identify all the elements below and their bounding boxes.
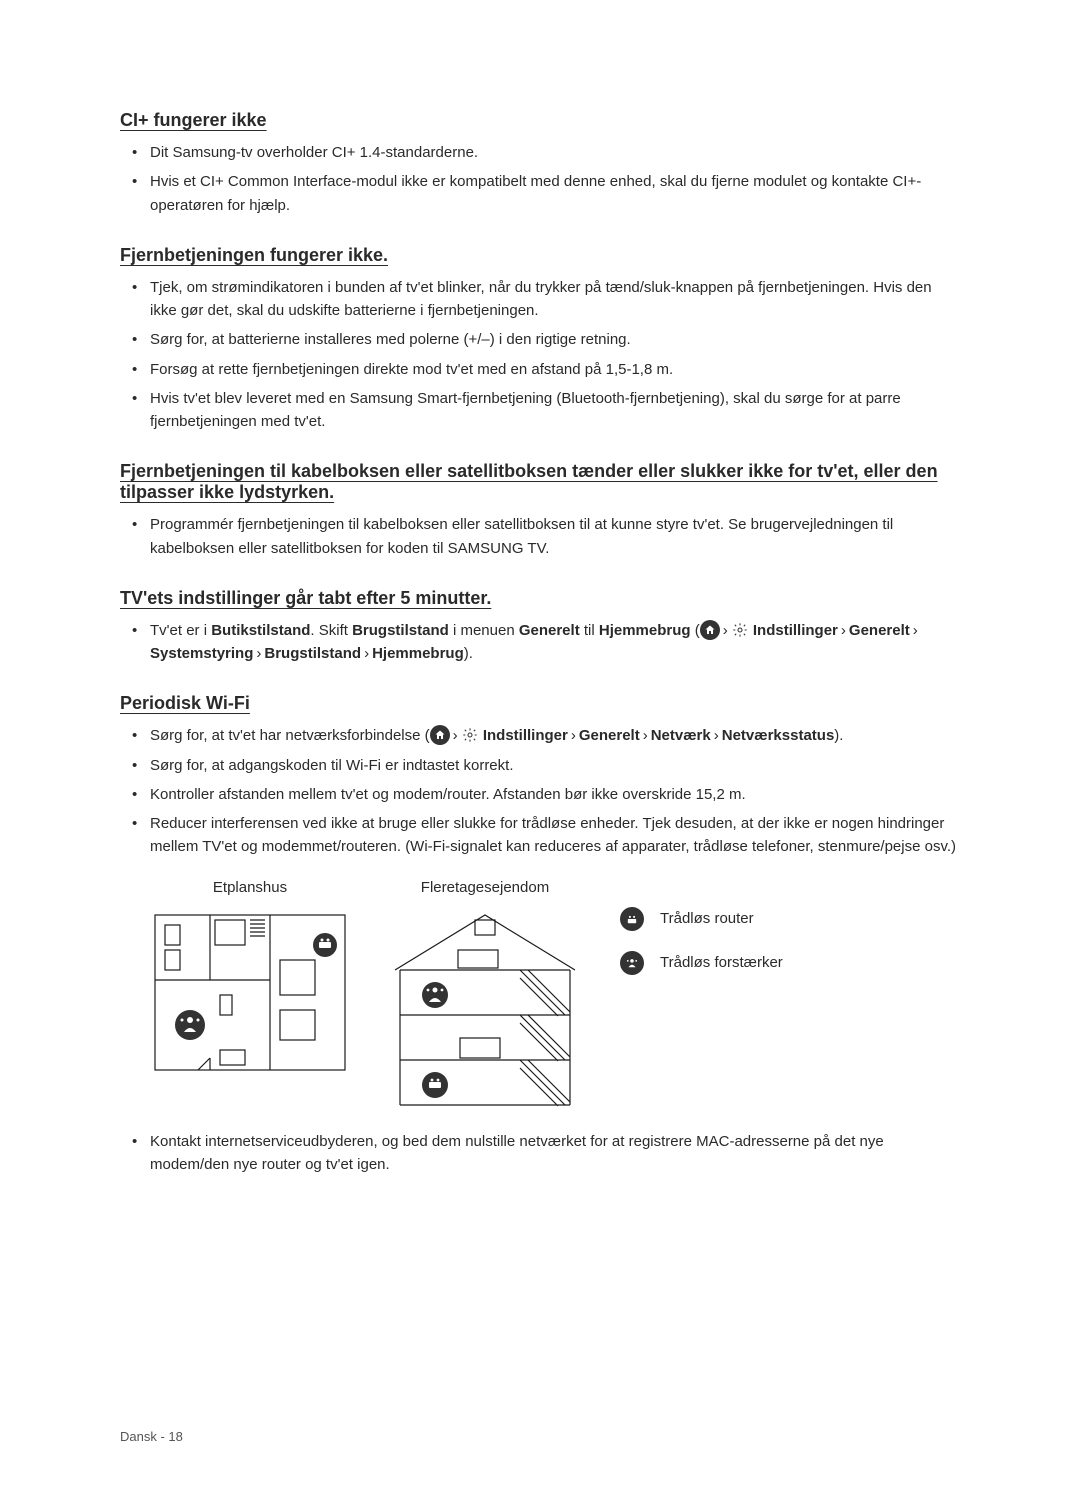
heading-ci: CI+ fungerer ikke (120, 110, 960, 131)
bold-text: Generelt (849, 622, 910, 639)
section-settings: TV'ets indstillinger går tabt efter 5 mi… (120, 588, 960, 666)
list-cablebox: Programmér fjernbetjeningen til kabelbok… (120, 513, 960, 560)
bold-text: Netværk (651, 727, 711, 744)
chevron-icon: › (910, 619, 921, 642)
chevron-icon: › (640, 724, 651, 747)
home-icon (700, 620, 720, 640)
bold-text: Systemstyring (150, 645, 253, 662)
list-item: Hvis et CI+ Common Interface-modul ikke … (140, 170, 960, 217)
list-ci: Dit Samsung-tv overholder CI+ 1.4-standa… (120, 141, 960, 217)
list-item: Forsøg at rette fjernbetjeningen direkte… (140, 358, 960, 381)
bold-text: Brugstilstand (352, 622, 449, 639)
bold-text: Hjemmebrug (599, 622, 691, 639)
list-item: Tv'et er i Butikstilstand. Skift Brugsti… (140, 619, 960, 666)
chevron-icon: › (253, 642, 264, 665)
list-item: Kontroller afstanden mellem tv'et og mod… (140, 783, 960, 806)
list-item: Dit Samsung-tv overholder CI+ 1.4-standa… (140, 141, 960, 164)
gear-icon (461, 726, 479, 744)
bold-text: Hjemmebrug (372, 645, 464, 662)
gear-icon (731, 621, 749, 639)
legend-label: Trådløs router (660, 910, 754, 927)
list-item: Sørg for, at batterierne installeres med… (140, 328, 960, 351)
list-item: Kontakt internetserviceudbyderen, og bed… (140, 1130, 960, 1177)
chevron-icon: › (720, 619, 731, 642)
legend-label: Trådløs forstærker (660, 954, 783, 971)
list-item: Reducer interferensen ved ikke at bruge … (140, 812, 960, 859)
building-icon (380, 910, 590, 1110)
heading-wifi: Periodisk Wi-Fi (120, 693, 960, 714)
list-item: Sørg for, at tv'et har netværksforbindel… (140, 724, 960, 747)
floorplan-icon (150, 910, 350, 1080)
text: . Skift (310, 622, 352, 639)
legend-row-repeater: Trådløs forstærker (620, 951, 783, 975)
list-remote: Tjek, om strømindikatoren i bunden af tv… (120, 276, 960, 434)
list-settings: Tv'et er i Butikstilstand. Skift Brugsti… (120, 619, 960, 666)
bold-text: Butikstilstand (211, 622, 310, 639)
text: ). (834, 727, 843, 744)
text: Sørg for, at tv'et har netværksforbindel… (150, 727, 430, 744)
page-footer: Dansk - 18 (120, 1429, 183, 1444)
chevron-icon: › (838, 619, 849, 642)
heading-remote: Fjernbetjeningen fungerer ikke. (120, 245, 960, 266)
heading-cablebox: Fjernbetjeningen til kabelboksen eller s… (120, 461, 960, 503)
legend-row-router: Trådløs router (620, 907, 783, 931)
chevron-icon: › (450, 724, 461, 747)
text: ( (691, 622, 700, 639)
chevron-icon: › (711, 724, 722, 747)
diagram-label: Etplanshus (213, 879, 287, 896)
section-wifi: Periodisk Wi-Fi Sørg for, at tv'et har n… (120, 693, 960, 1176)
bold-text: Generelt (579, 727, 640, 744)
list-item: Tjek, om strømindikatoren i bunden af tv… (140, 276, 960, 323)
bold-text: Indstillinger (479, 727, 568, 744)
list-item: Sørg for, at adgangskoden til Wi-Fi er i… (140, 754, 960, 777)
chevron-icon: › (568, 724, 579, 747)
section-ci: CI+ fungerer ikke Dit Samsung-tv overhol… (120, 110, 960, 217)
section-cablebox: Fjernbetjeningen til kabelboksen eller s… (120, 461, 960, 560)
bold-text: Brugstilstand (264, 645, 361, 662)
section-remote: Fjernbetjeningen fungerer ikke. Tjek, om… (120, 245, 960, 434)
diagram-legend: Trådløs router Trådløs forstærker (620, 879, 783, 975)
diagram-label: Fleretagesejendom (421, 879, 549, 896)
heading-settings: TV'ets indstillinger går tabt efter 5 mi… (120, 588, 960, 609)
home-icon (430, 725, 450, 745)
text: ). (464, 645, 473, 662)
bold-text: Generelt (519, 622, 580, 639)
diagram-multi-story: Fleretagesejendom (380, 879, 590, 1110)
list-item: Hvis tv'et blev leveret med en Samsung S… (140, 387, 960, 434)
text: i menuen (449, 622, 519, 639)
list-wifi-last: Kontakt internetserviceudbyderen, og bed… (120, 1130, 960, 1177)
diagram-row: Etplanshus (120, 879, 960, 1110)
text: Tv'et er i (150, 622, 211, 639)
text: til (580, 622, 599, 639)
list-item: Programmér fjernbetjeningen til kabelbok… (140, 513, 960, 560)
bold-text: Netværksstatus (722, 727, 835, 744)
list-wifi: Sørg for, at tv'et har netværksforbindel… (120, 724, 960, 858)
router-icon (620, 907, 644, 931)
chevron-icon: › (361, 642, 372, 665)
bold-text: Indstillinger (749, 622, 838, 639)
repeater-icon (620, 951, 644, 975)
diagram-single-story: Etplanshus (150, 879, 350, 1080)
